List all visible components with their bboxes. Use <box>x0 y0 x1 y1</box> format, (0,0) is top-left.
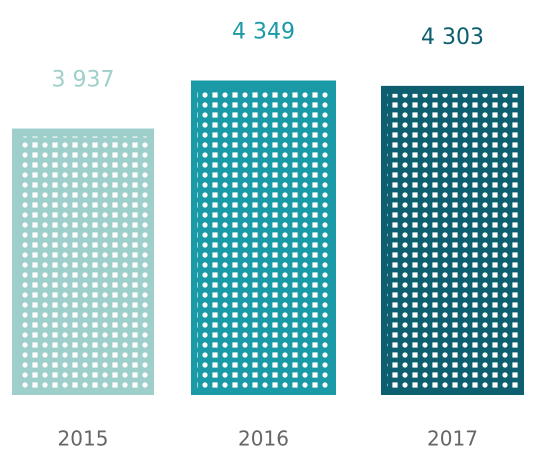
x-tick-label: 2016 <box>238 427 289 451</box>
bar-pattern <box>197 88 330 390</box>
x-tick-label: 2015 <box>58 427 109 451</box>
value-label: 4 303 <box>421 25 484 50</box>
bar-pattern <box>387 93 518 389</box>
bar-pattern <box>18 136 148 389</box>
x-tick-label: 2017 <box>427 427 478 451</box>
value-label: 3 937 <box>52 68 115 93</box>
value-label: 4 349 <box>232 20 295 45</box>
